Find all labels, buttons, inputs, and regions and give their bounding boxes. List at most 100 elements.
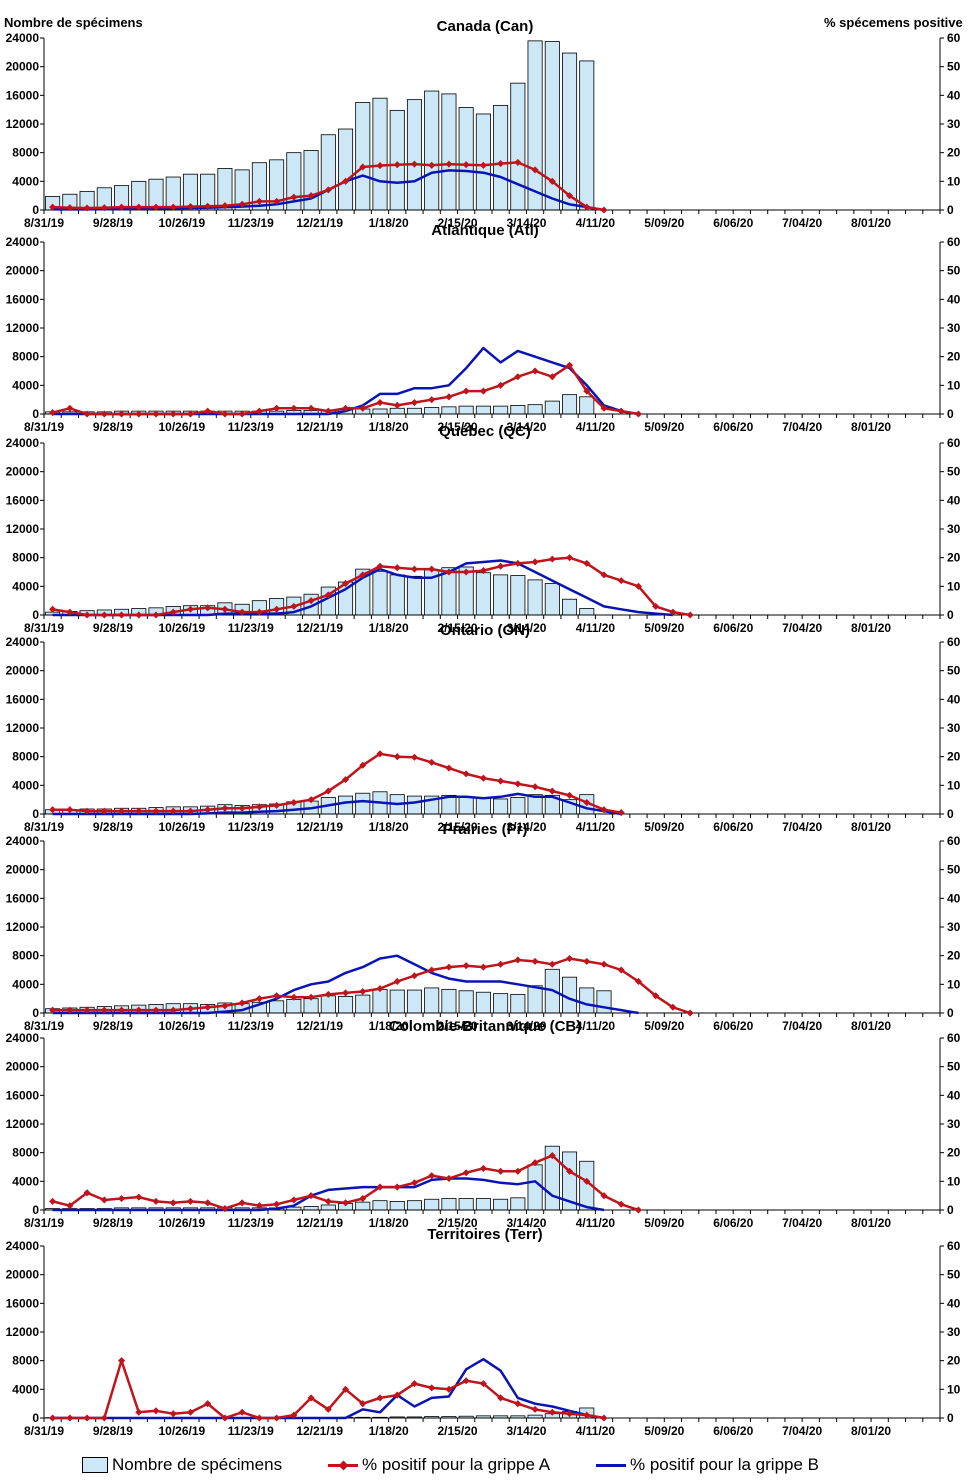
x-tick-label: 12/21/19 bbox=[296, 1424, 343, 1438]
specimen-bar bbox=[441, 406, 457, 415]
flu-a-point bbox=[290, 993, 298, 1001]
flu-a-point bbox=[204, 1199, 212, 1207]
specimen-bar bbox=[424, 987, 440, 1014]
specimen-bar bbox=[510, 797, 526, 815]
legend-label-flu-a: % positif pour la grippe A bbox=[362, 1455, 551, 1474]
flu-a-point bbox=[514, 559, 522, 567]
specimen-bar bbox=[562, 52, 578, 211]
x-tick-label: 12/21/19 bbox=[296, 420, 343, 434]
flu-a-point bbox=[221, 202, 229, 210]
specimen-bar bbox=[527, 40, 543, 211]
flu-a-point bbox=[204, 1003, 212, 1011]
flu-a-point bbox=[428, 966, 436, 974]
flu-a-point bbox=[83, 1006, 91, 1014]
flu-a-point bbox=[135, 203, 143, 211]
flu-a-point bbox=[462, 161, 470, 169]
flu-a-point bbox=[169, 203, 177, 211]
flu-a-point bbox=[49, 605, 57, 613]
flu-a-point bbox=[634, 1206, 642, 1214]
x-tick-label: 10/26/19 bbox=[158, 420, 205, 434]
x-tick-label: 7/04/20 bbox=[782, 1019, 822, 1033]
x-tick-label: 10/26/19 bbox=[158, 621, 205, 635]
flu-a-point bbox=[186, 807, 194, 815]
x-tick-label: 4/11/20 bbox=[576, 1019, 616, 1033]
x-tick-label: 9/28/19 bbox=[93, 820, 133, 834]
specimen-bar bbox=[406, 407, 422, 415]
flu-a-point bbox=[307, 796, 315, 804]
right-tick-label: 40 bbox=[947, 88, 961, 102]
flu-a-point bbox=[462, 1169, 470, 1177]
left-tick-label: 12000 bbox=[6, 1117, 40, 1131]
specimen-bar bbox=[510, 404, 526, 415]
left-tick-label: 16000 bbox=[6, 1296, 40, 1310]
x-tick-label: 7/04/20 bbox=[782, 216, 822, 230]
flu-a-point bbox=[255, 803, 263, 811]
flu-a-point bbox=[66, 608, 74, 616]
flu-a-point bbox=[514, 373, 522, 381]
left-tick-label: 20000 bbox=[6, 664, 40, 678]
x-tick-label: 10/26/19 bbox=[158, 820, 205, 834]
specimen-bar bbox=[303, 1206, 319, 1211]
x-tick-label: 7/04/20 bbox=[782, 1216, 822, 1230]
right-tick-label: 30 bbox=[947, 721, 961, 735]
flu-a-point bbox=[290, 404, 298, 412]
legend-swatch-bar bbox=[82, 1457, 108, 1473]
x-tick-label: 4/11/20 bbox=[576, 420, 616, 434]
right-tick-label: 20 bbox=[947, 1354, 961, 1368]
flu-a-point bbox=[290, 602, 298, 610]
flu-a-point bbox=[376, 398, 384, 407]
panel-title: Colombie-Britannique (CB) bbox=[389, 1018, 582, 1035]
flu-a-point bbox=[376, 1394, 384, 1402]
x-tick-label: 6/06/20 bbox=[713, 621, 753, 635]
left-tick-label: 16000 bbox=[6, 692, 40, 706]
flu-a-point bbox=[393, 161, 401, 169]
left-tick-label: 8000 bbox=[12, 949, 39, 963]
flu-a-point bbox=[100, 611, 108, 619]
left-tick-label: 8000 bbox=[12, 146, 39, 160]
left-tick-label: 4000 bbox=[12, 174, 39, 188]
flu-a-point bbox=[359, 987, 367, 996]
left-tick-label: 16000 bbox=[6, 88, 40, 102]
flu-a-point bbox=[152, 611, 160, 619]
left-tick-label: 8000 bbox=[12, 1146, 39, 1160]
flu-a-line bbox=[52, 752, 622, 814]
right-tick-label: 30 bbox=[947, 1325, 961, 1339]
x-tick-label: 7/04/20 bbox=[782, 1424, 822, 1438]
flu-a-point bbox=[376, 985, 384, 993]
flu-a-point bbox=[307, 404, 315, 412]
flu-a-point bbox=[186, 203, 194, 211]
right-tick-label: 10 bbox=[947, 174, 961, 188]
specimen-bar bbox=[441, 988, 457, 1014]
x-tick-label: 5/09/20 bbox=[644, 1216, 684, 1230]
legend-item-flu-b: % positif pour la grippe B bbox=[596, 1452, 819, 1478]
x-tick-label: 11/23/19 bbox=[228, 621, 274, 635]
flu-a-point bbox=[135, 1408, 143, 1416]
right-tick-label: 60 bbox=[947, 834, 961, 848]
panel-title: Atlantique (Atl) bbox=[431, 222, 538, 239]
right-tick-label: 60 bbox=[947, 635, 961, 649]
specimen-bar bbox=[355, 994, 371, 1014]
flu-a-point bbox=[479, 963, 487, 971]
flu-a-point bbox=[273, 605, 281, 613]
flu-a-point bbox=[169, 410, 177, 418]
x-tick-label: 1/18/20 bbox=[369, 1019, 409, 1033]
flu-a-point bbox=[238, 410, 246, 418]
right-tick-label: 50 bbox=[947, 60, 961, 74]
x-tick-label: 8/01/20 bbox=[851, 216, 891, 230]
flu-a-point bbox=[204, 604, 212, 612]
flu-a-point bbox=[66, 404, 74, 412]
flu-a-point bbox=[514, 780, 522, 788]
left-tick-label: 24000 bbox=[6, 834, 40, 848]
flu-a-point bbox=[686, 611, 694, 619]
right-axis-label: % spécemens positive bbox=[824, 15, 963, 30]
flu-a-point bbox=[359, 404, 367, 412]
left-tick-label: 4000 bbox=[12, 378, 39, 392]
flu-a-point bbox=[186, 1197, 194, 1205]
left-tick-label: 0 bbox=[32, 1411, 39, 1425]
flu-a-point bbox=[669, 1003, 677, 1011]
right-tick-label: 40 bbox=[947, 891, 961, 905]
specimen-bar bbox=[389, 989, 405, 1014]
specimen-bar bbox=[493, 798, 509, 815]
flu-a-point bbox=[221, 804, 229, 812]
specimen-bar bbox=[579, 60, 595, 211]
